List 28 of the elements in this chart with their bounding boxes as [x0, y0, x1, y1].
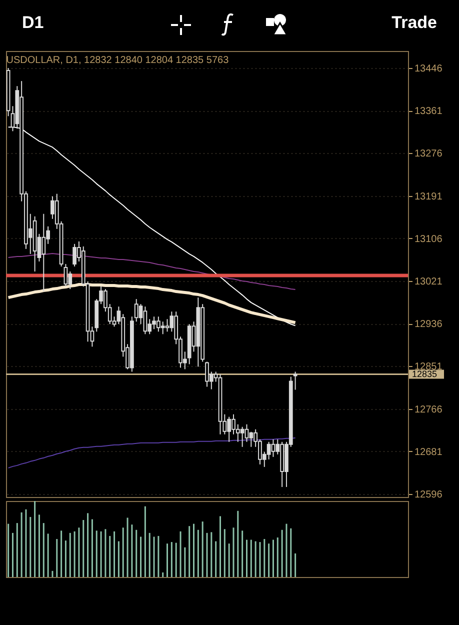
text: Trade	[392, 13, 437, 33]
candlestick	[249, 431, 254, 448]
candlestick	[293, 371, 298, 390]
chart-title: USDOLLAR, D1, 12832 12840 12804 12835 5763	[6, 55, 230, 66]
y-tick-label: 13276	[414, 148, 443, 160]
candlestick	[244, 424, 249, 442]
candlestick	[42, 213, 46, 292]
y-tick-label: 12596	[414, 489, 443, 500]
y-tick-label: 12936	[414, 319, 443, 330]
y-tick-label: 13191	[414, 191, 443, 202]
candlestick	[271, 438, 276, 458]
text: D1	[22, 13, 44, 33]
candlestick	[143, 306, 148, 335]
candlestick	[266, 441, 271, 460]
candlestick	[160, 321, 165, 335]
ref-line-label: 12835	[412, 369, 438, 380]
candlestick	[165, 318, 170, 332]
y-tick-label: 13446	[414, 64, 443, 75]
y-tick-label: 13361	[414, 106, 443, 118]
y-tick-label: 13106	[414, 234, 443, 245]
y-tick-label: 12681	[414, 446, 443, 458]
y-tick-label: 13021	[414, 276, 443, 288]
candlestick	[134, 298, 138, 322]
candlestick	[64, 263, 68, 288]
line-series	[6, 283, 297, 324]
y-tick-label: 12766	[414, 404, 443, 416]
candlestick	[68, 270, 72, 290]
candlestick	[240, 426, 244, 448]
